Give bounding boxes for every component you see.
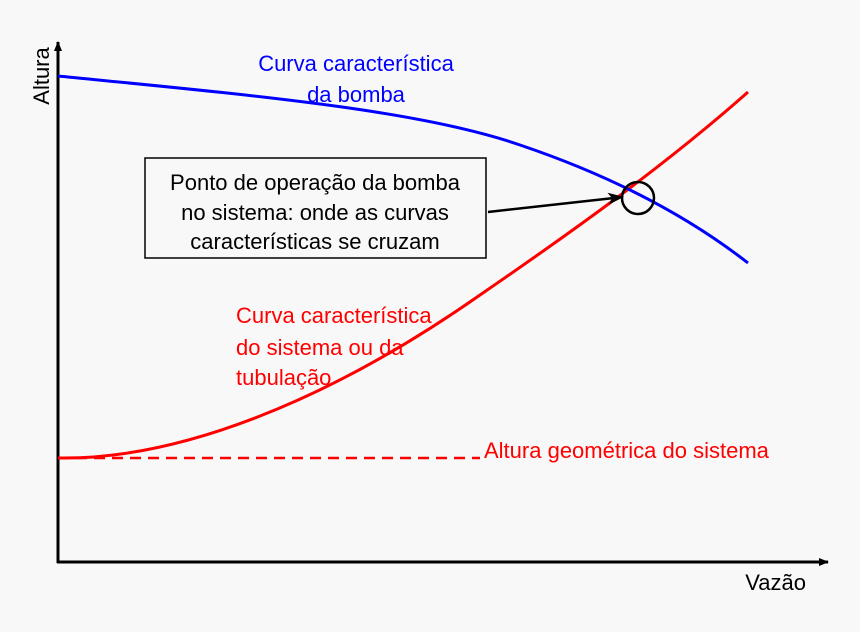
operating-point-line-2: no sistema: onde as curvas — [181, 200, 449, 225]
pump-curve-label-1: Curva característica — [258, 51, 454, 76]
system-curve-label-1: Curva característica — [236, 303, 432, 328]
operating-point-box — [144, 157, 487, 259]
x-axis-label: Vazão — [745, 570, 806, 595]
operating-point-arrow — [487, 192, 624, 214]
operating-point-marker — [620, 180, 656, 216]
system-curve-label-2: do sistema ou da — [236, 335, 404, 360]
system-curve-label-3: tubulação — [236, 365, 331, 390]
system-curve — [57, 90, 749, 460]
y-axis-label: Altura — [29, 47, 54, 105]
operating-point-line-1: Ponto de operação da bomba — [170, 170, 461, 195]
pump-curve — [57, 74, 749, 265]
operating-point-line-3: características se cruzam — [190, 229, 439, 254]
static-head-label: Altura geométrica do sistema — [484, 438, 770, 463]
pump-curve-label-2: da bomba — [307, 82, 406, 107]
